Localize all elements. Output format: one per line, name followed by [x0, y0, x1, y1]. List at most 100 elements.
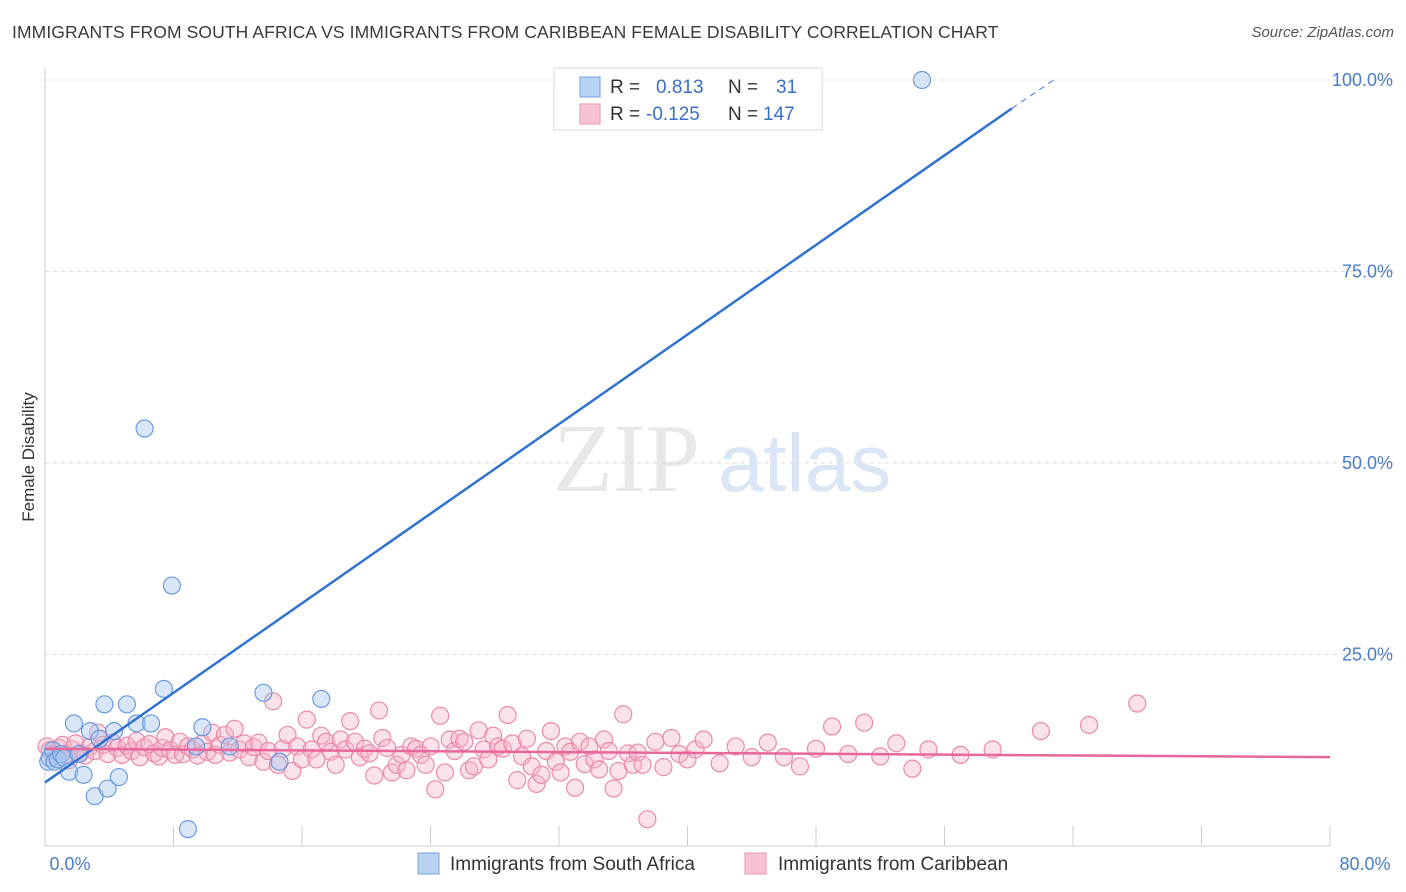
caribbean-point-140	[742, 748, 761, 767]
legend-swatch-caribbean	[579, 103, 601, 125]
caribbean-point-74	[370, 701, 389, 720]
caribbean-point-112	[551, 763, 570, 782]
south-africa-point-26	[193, 718, 212, 737]
caribbean-point-88	[435, 763, 455, 782]
south-africa-trend-extension	[1011, 79, 1055, 109]
caribbean-point-130	[638, 810, 657, 829]
legend-n-label-2: N =	[728, 104, 758, 125]
caribbean-point-89	[440, 730, 459, 749]
caribbean-point-132	[654, 758, 673, 777]
caribbean-point-82	[406, 739, 426, 758]
caribbean-point-59	[297, 710, 316, 729]
caribbean-point-147	[855, 713, 874, 732]
caribbean-point-68	[341, 712, 360, 731]
x-tick-marks	[173, 826, 1331, 846]
caribbean-point-91	[450, 729, 469, 748]
caribbean-point-19	[112, 745, 132, 764]
south-africa-trend-line	[44, 107, 1013, 784]
caribbean-point-72	[360, 744, 379, 763]
caribbean-point-125	[614, 705, 633, 724]
south-africa-point-27	[220, 737, 239, 756]
caribbean-point-154	[1031, 721, 1050, 741]
caribbean-point-78	[387, 755, 406, 774]
bottom-legend-label-caribbean: Immigrants from Caribbean	[778, 854, 1008, 875]
caribbean-point-65	[326, 755, 345, 774]
caribbean-point-138	[710, 754, 729, 773]
legend-r-value-1: 0.813	[656, 77, 704, 98]
caribbean-point-47	[239, 748, 259, 767]
bottom-legend-swatch-south-africa	[417, 852, 440, 875]
y-tick-label-100: 100.0%	[1332, 70, 1393, 90]
legend: R = 0.813 N = 31 R = -0.125 N = 147	[553, 67, 823, 131]
caribbean-point-120	[590, 760, 609, 779]
caribbean-point-75	[373, 728, 392, 748]
caribbean-point-46	[235, 734, 254, 753]
south-africa-point-25	[186, 737, 206, 756]
y-tick-label-75: 75.0%	[1342, 262, 1393, 282]
south-africa-point-20	[135, 419, 154, 438]
caribbean-point-123	[604, 779, 623, 798]
south-africa-point-23	[162, 576, 181, 595]
caribbean-point-115	[565, 778, 585, 797]
south-africa-point-18	[117, 695, 137, 714]
legend-r-label-1: R =	[610, 77, 640, 98]
south-africa-point-10	[74, 765, 93, 784]
legend-swatch-south-africa	[579, 76, 601, 98]
south-africa-point-11	[80, 721, 100, 741]
caribbean-point-121	[594, 730, 614, 749]
south-africa-point-14	[95, 695, 114, 714]
caribbean-point-98	[484, 726, 503, 745]
caribbean-point-42	[215, 725, 234, 745]
south-africa-point-31	[912, 70, 932, 90]
caribbean-point-110	[541, 721, 561, 741]
south-africa-point-29	[270, 752, 289, 771]
caribbean-point-9	[66, 734, 85, 753]
south-africa-point-28	[254, 683, 273, 702]
watermark-zip: ZIP	[553, 405, 700, 513]
legend-n-value-1: 31	[776, 77, 797, 98]
series-caribbean-points	[37, 692, 1147, 829]
south-africa-point-4	[48, 750, 67, 769]
south-africa-point-21	[141, 714, 161, 733]
caribbean-point-92	[455, 732, 474, 751]
caribbean-point-143	[790, 757, 810, 776]
legend-r-value-2: -0.125	[646, 104, 700, 125]
caribbean-point-119	[585, 750, 604, 769]
caribbean-point-62	[312, 726, 331, 745]
caribbean-point-70	[350, 748, 369, 767]
x-tick-label-max: 80.0%	[1339, 854, 1390, 874]
caribbean-point-44	[225, 719, 244, 738]
caribbean-point-94	[464, 757, 483, 776]
caribbean-point-142	[774, 748, 793, 767]
south-africa-point-8	[64, 714, 84, 733]
caribbean-point-73	[365, 766, 384, 785]
caribbean-point-107	[527, 774, 546, 794]
watermark: ZIP atlas	[553, 405, 891, 513]
x-tick-label-min: 0.0%	[49, 854, 90, 874]
caribbean-point-86	[426, 780, 445, 799]
caribbean-point-24	[135, 738, 154, 757]
caribbean-point-133	[662, 728, 681, 748]
caribbean-point-139	[726, 737, 745, 756]
bottom-legend: Immigrants from South Africa Immigrants …	[417, 852, 1008, 875]
caribbean-point-149	[887, 734, 906, 753]
caribbean-point-103	[508, 771, 527, 790]
caribbean-point-66	[331, 730, 350, 749]
caribbean-point-105	[517, 729, 536, 748]
caribbean-point-155	[1079, 715, 1099, 735]
caribbean-point-148	[871, 747, 890, 766]
caribbean-point-122	[599, 741, 618, 761]
grid	[45, 79, 1393, 655]
caribbean-point-145	[822, 717, 842, 736]
caribbean-trend-line	[44, 747, 1331, 759]
caribbean-point-80	[397, 761, 416, 780]
south-africa-point-15	[98, 779, 117, 798]
south-africa-point-30	[312, 689, 331, 709]
caribbean-point-129	[633, 755, 652, 774]
caribbean-point-108	[532, 765, 551, 784]
bottom-legend-swatch-caribbean	[744, 852, 767, 875]
chart-source: Source: ZipAtlas.com	[1251, 24, 1394, 41]
trend-lines	[44, 79, 1331, 784]
caribbean-point-87	[431, 706, 450, 725]
